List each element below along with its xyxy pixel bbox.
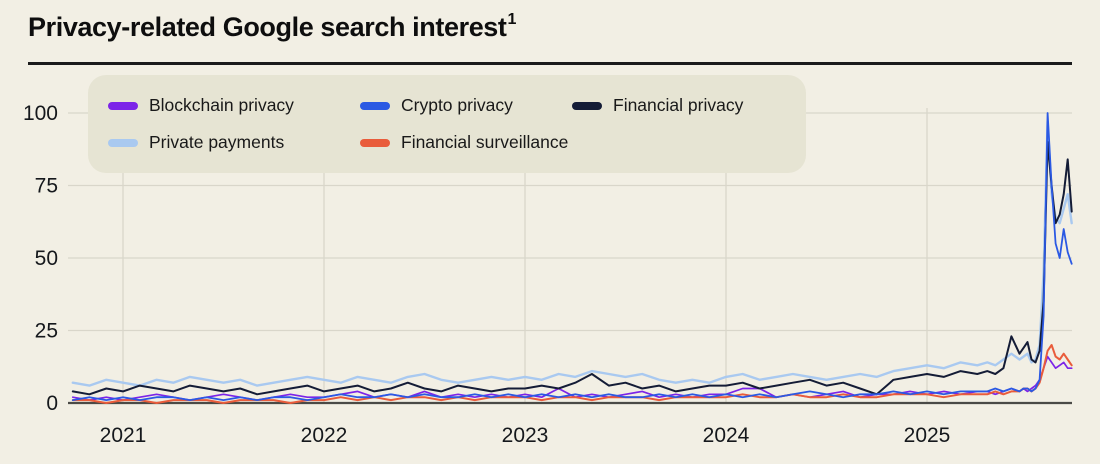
legend-swatch-icon [360, 138, 390, 147]
line-crypto [71, 112, 1073, 402]
legend-label: Financial privacy [613, 95, 744, 115]
legend-label: Crypto privacy [401, 95, 513, 115]
legend-swatch-icon [108, 138, 138, 147]
x-tick-label: 2023 [502, 424, 549, 447]
y-tick-label: 75 [35, 175, 58, 198]
legend-item-crypto: Crypto privacy [360, 95, 572, 116]
chart-title-text: Privacy-related Google search interest [28, 12, 507, 42]
legend-item-financial_privacy: Financial privacy [572, 95, 743, 116]
footnote-marker: 1 [507, 11, 517, 28]
legend-swatch-icon [360, 101, 390, 110]
tick-labels: 0 25 50 75 100 2021 2022 2023 2024 2025 [23, 102, 950, 447]
legend-label: Blockchain privacy [149, 95, 294, 115]
legend: Blockchain privacy Crypto privacy Financia… [88, 75, 806, 173]
chart-title: Privacy-related Google search interest1 [28, 11, 517, 43]
legend-item-blockchain: Blockchain privacy [108, 95, 360, 116]
legend-swatch-icon [572, 101, 602, 110]
legend-row: Blockchain privacy Crypto privacy Financia… [108, 87, 796, 124]
legend-label: Private payments [149, 132, 285, 152]
y-tick-label: 50 [35, 247, 58, 270]
line-financial_privacy [71, 141, 1073, 396]
y-tick-label: 100 [23, 102, 58, 125]
legend-item-surveillance: Financial surveillance [360, 132, 572, 153]
legend-item-private_payments: Private payments [108, 132, 360, 153]
y-tick-label: 0 [46, 392, 58, 415]
x-tick-label: 2022 [301, 424, 348, 447]
title-divider [28, 62, 1072, 65]
x-tick-label: 2021 [100, 424, 147, 447]
series-lines [71, 112, 1073, 404]
x-tick-label: 2025 [904, 424, 951, 447]
legend-label: Financial surveillance [401, 132, 569, 152]
x-tick-label: 2024 [703, 424, 750, 447]
legend-row: Private payments Financial surveillance [108, 124, 796, 161]
y-tick-label: 25 [35, 320, 58, 343]
legend-swatch-icon [108, 101, 138, 110]
line-private_payments [71, 120, 1073, 387]
